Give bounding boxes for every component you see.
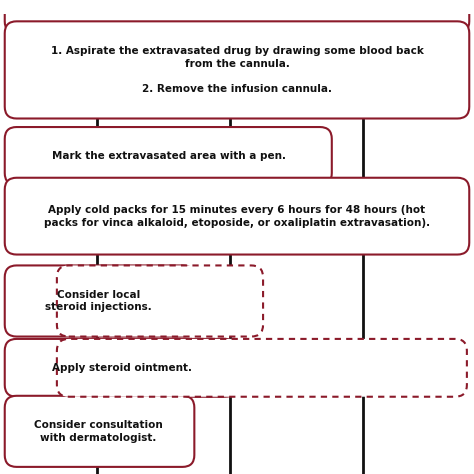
FancyBboxPatch shape — [5, 265, 194, 337]
FancyBboxPatch shape — [5, 127, 332, 185]
FancyBboxPatch shape — [5, 396, 194, 467]
Text: Apply cold packs for 15 minutes every 6 hours for 48 hours (hot
packs for vinca : Apply cold packs for 15 minutes every 6 … — [44, 205, 430, 228]
FancyBboxPatch shape — [57, 265, 263, 337]
Text: Consider local
steroid injections.: Consider local steroid injections. — [45, 290, 152, 312]
Text: Apply steroid ointment.: Apply steroid ointment. — [52, 363, 192, 373]
FancyBboxPatch shape — [5, 339, 237, 397]
Bar — [0, 0, 474, 14]
FancyBboxPatch shape — [5, 178, 469, 255]
Text: Mark the extravasated area with a pen.: Mark the extravasated area with a pen. — [52, 151, 286, 161]
FancyBboxPatch shape — [57, 339, 467, 397]
FancyBboxPatch shape — [5, 21, 469, 118]
FancyBboxPatch shape — [5, 0, 469, 33]
Text: 1. Aspirate the extravasated drug by drawing some blood back
from the cannula.

: 1. Aspirate the extravasated drug by dra… — [51, 46, 423, 94]
Text: Consider consultation
with dermatologist.: Consider consultation with dermatologist… — [34, 420, 163, 443]
